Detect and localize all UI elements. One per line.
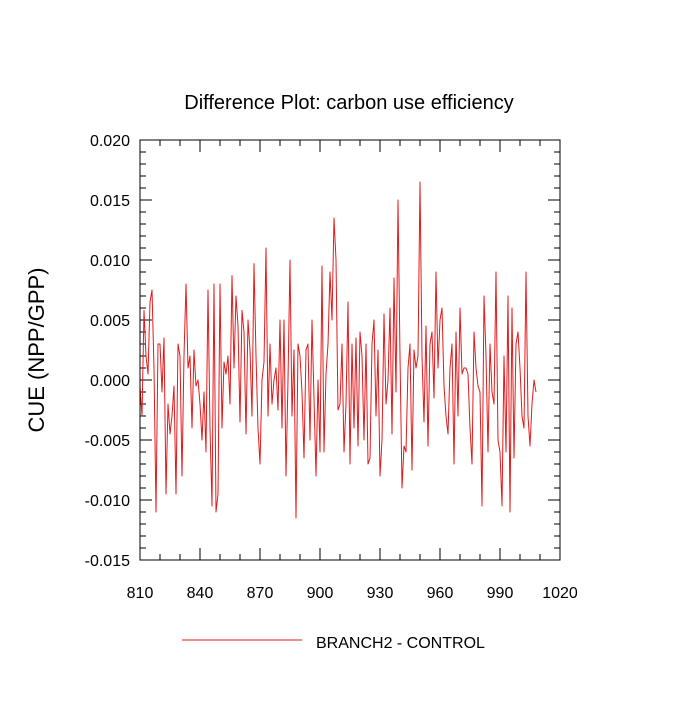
y-axis-label: CUE (NPP/GPP) [24,267,49,432]
ticks-layer: 810 840 870 900 930 960 990 1020 -0.015 -0.010 -0.… [85,133,578,602]
x-tick-label: 900 [307,585,334,602]
plot-frame [139,139,561,561]
x-tick-label: 960 [427,585,454,602]
series-line [139,181,537,519]
y-tick-label: 0.000 [90,373,130,390]
y-tick-label: 0.005 [90,313,130,330]
chart-title: Difference Plot: carbon use efficiency [184,92,513,114]
x-tick-label: 990 [487,585,514,602]
x-tick-label: 810 [127,585,154,602]
x-tick-label: 870 [247,585,274,602]
series-layer [139,181,537,519]
y-tick-label: 0.010 [90,253,130,270]
y-tick-label: 0.020 [90,133,130,150]
y-tick-label: -0.005 [85,433,130,450]
y-tick-label: -0.015 [85,553,130,570]
legend-label: BRANCH2 - CONTROL [316,635,485,652]
legend: BRANCH2 - CONTROL [182,635,485,652]
x-tick-label: 1020 [542,585,578,602]
y-tick-label: -0.010 [85,493,130,510]
y-tick-label: 0.015 [90,193,130,210]
x-tick-label: 930 [367,585,394,602]
x-tick-label: 840 [187,585,214,602]
